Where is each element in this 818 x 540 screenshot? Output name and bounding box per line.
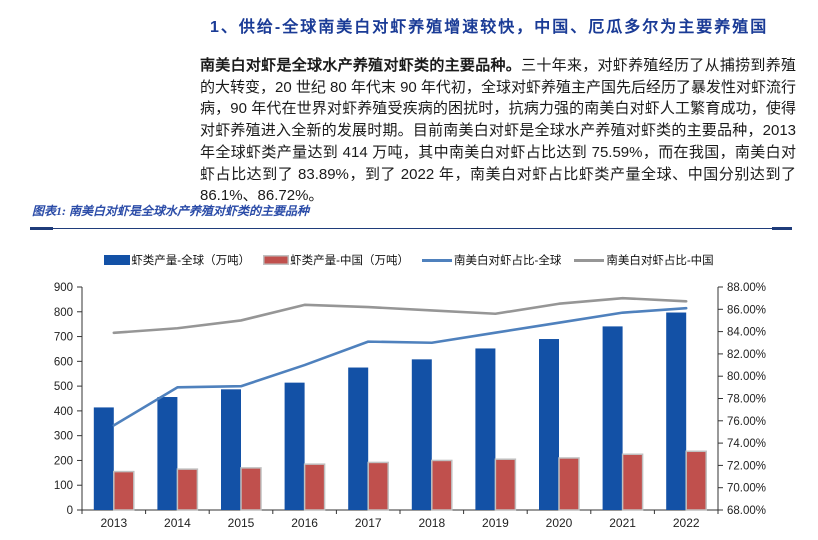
- x-axis-category-label: 2020: [546, 516, 573, 530]
- right-axis-tick-label: 80.00%: [727, 371, 766, 383]
- x-axis-category-label: 2022: [673, 516, 700, 530]
- right-axis-tick-label: 68.00%: [727, 505, 766, 517]
- right-axis-tick-label: 76.00%: [727, 416, 766, 428]
- legend-item: 虾类产量-中国（万吨）: [263, 252, 409, 268]
- left-axis-tick-label: 500: [54, 381, 73, 393]
- right-axis-tick-label: 86.00%: [727, 304, 766, 316]
- line-china-share: [112, 296, 688, 335]
- line-global-share: [112, 306, 688, 427]
- bars-china: [113, 450, 707, 511]
- bar: [494, 458, 517, 511]
- right-axis-tick-label: 84.00%: [727, 327, 766, 339]
- legend-item: 南美白对虾占比-全球: [422, 252, 561, 268]
- rule-line: [53, 228, 772, 229]
- x-axis-category-label: 2021: [609, 516, 636, 530]
- bar: [303, 463, 326, 511]
- left-axis-tick-label: 600: [54, 356, 73, 368]
- x-axis-category-label: 2016: [291, 516, 318, 530]
- x-axis-category-label: 2013: [100, 516, 127, 530]
- section-title: 1、供给-全球南美白对虾养殖增速较快，中国、厄瓜多尔为主要养殖国: [210, 18, 769, 36]
- x-axis-category-label: 2015: [228, 516, 255, 530]
- bar: [666, 312, 687, 510]
- legend-item: 虾类产量-全球（万吨）: [104, 252, 250, 268]
- bar: [411, 359, 432, 510]
- bar: [602, 326, 623, 510]
- bar: [539, 339, 559, 510]
- right-axis-tick-label: 82.00%: [727, 349, 766, 361]
- legend-item: 南美白对虾占比-中国: [574, 252, 714, 268]
- left-axis-tick-label: 700: [54, 332, 73, 344]
- combo-chart: 0 100 200 300 400 500 600 700 800 900 68.00% 70.00%…: [54, 282, 766, 530]
- left-axis-tick-label: 800: [54, 307, 73, 319]
- bar: [157, 397, 178, 510]
- x-axis-category-label: 2017: [355, 516, 382, 530]
- body-text: 三十年来，对虾养殖经历了从捕捞到养殖的大转变，20 世纪 80 年代末 90 年…: [200, 57, 796, 205]
- figure-caption-rule: [30, 227, 792, 230]
- legend-bar-swatch: [263, 255, 290, 265]
- bar: [176, 468, 199, 511]
- bars-global: [93, 312, 687, 510]
- bar: [431, 459, 453, 511]
- x-axis-category-label: 2014: [164, 516, 191, 530]
- bar: [113, 470, 135, 511]
- bar: [284, 382, 305, 510]
- legend-label: 南美白对虾占比-全球: [454, 255, 562, 267]
- bar: [367, 461, 389, 511]
- chart-legend: 虾类产量-全球（万吨） 虾类产量-中国（万吨） 南美白对虾占比-全球 南美白对虾占比-…: [0, 252, 818, 268]
- right-axis-tick-label: 74.00%: [727, 438, 766, 450]
- x-axis-category-label: 2018: [418, 516, 445, 530]
- x-axis-category-label: 2019: [482, 516, 509, 530]
- right-axis-tick-label: 70.00%: [727, 483, 766, 495]
- legend-label: 虾类产量-中国（万吨）: [290, 255, 409, 267]
- bar: [621, 453, 644, 511]
- left-axis-tick-label: 200: [54, 455, 73, 467]
- left-axis-tick-label: 400: [54, 406, 73, 418]
- legend-line-swatch: [422, 258, 452, 262]
- right-axis-tick-label: 88.00%: [727, 282, 766, 294]
- legend-line-swatch: [574, 258, 605, 262]
- bar: [240, 467, 262, 511]
- body-lead-sentence: 南美白对虾是全球水产养殖对虾类的主要品种。: [200, 57, 522, 74]
- bar: [685, 450, 707, 511]
- legend-label: 虾类产量-全球（万吨）: [131, 255, 251, 267]
- bar: [221, 389, 241, 510]
- bar: [348, 367, 369, 510]
- legend-bar-swatch: [104, 255, 131, 265]
- figure-caption: 图表1: 南美白对虾是全球水产养殖对虾类的主要品种: [32, 204, 309, 218]
- right-axis-tick-label: 72.00%: [727, 460, 766, 472]
- left-axis-tick-label: 300: [54, 431, 73, 443]
- bar: [558, 457, 580, 511]
- left-axis-tick-label: 900: [54, 282, 73, 294]
- bar: [93, 407, 114, 510]
- right-axis-tick-label: 78.00%: [727, 394, 766, 406]
- bar: [475, 348, 496, 510]
- left-axis-tick-label: 100: [54, 480, 73, 492]
- legend-label: 南美白对虾占比-中国: [606, 255, 714, 267]
- left-axis-tick-label: 0: [67, 505, 73, 517]
- body-paragraph: 南美白对虾是全球水产养殖对虾类的主要品种。三十年来，对虾养殖经历了从捕捞到养殖的…: [200, 55, 796, 207]
